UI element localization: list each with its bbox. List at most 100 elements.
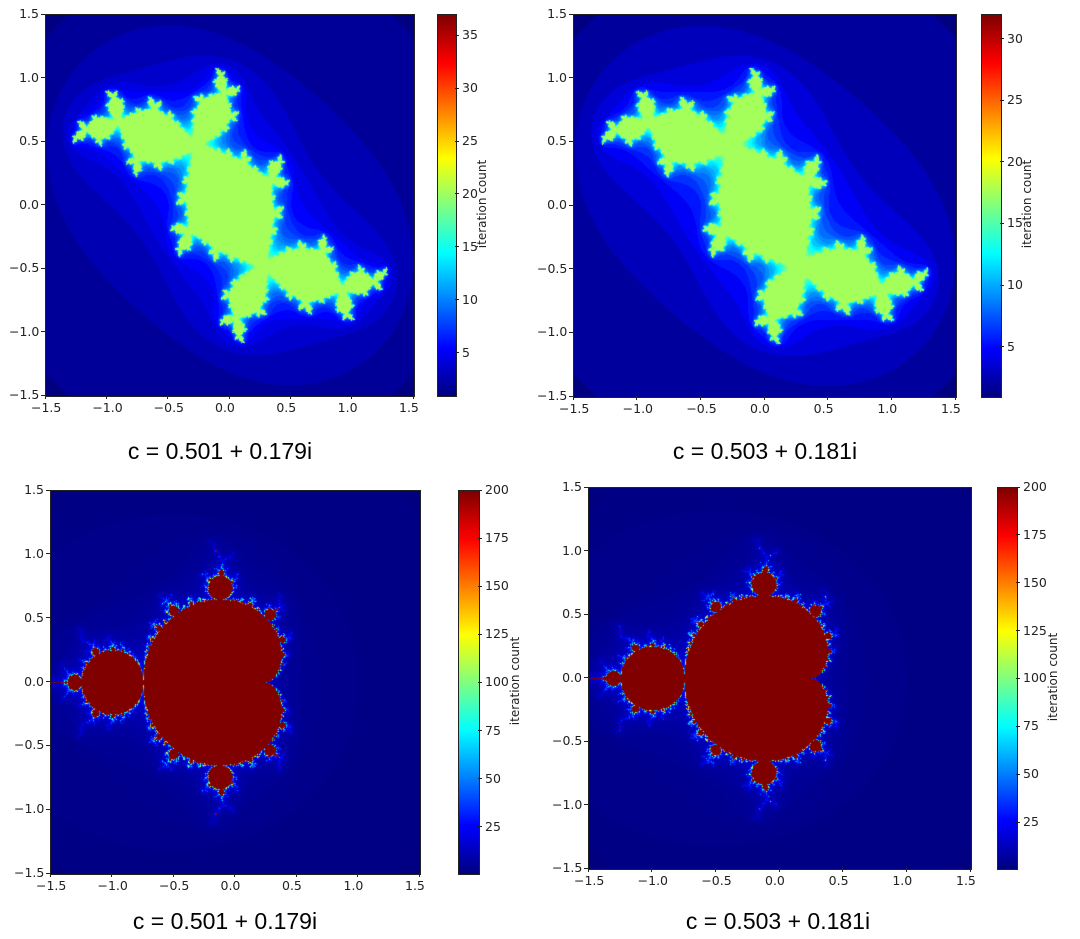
y-tick-mark: [569, 77, 573, 79]
y-tick-mark: [569, 140, 573, 142]
colorbar-tick-mark: [455, 246, 459, 248]
y-tick-mark: [584, 804, 588, 805]
heatmap-image: [588, 487, 972, 870]
colorbar-tick-label: 100: [1023, 670, 1047, 686]
y-tick-label: −1.5: [14, 865, 45, 880]
y-tick-label: −0.5: [9, 260, 40, 275]
y-tick-mark: [46, 681, 50, 682]
x-tick-label: −1.5: [31, 400, 62, 415]
x-tick-label: −1.0: [97, 878, 128, 893]
y-tick-label: 0.5: [19, 133, 39, 148]
colorbar-tick-mark: [1016, 630, 1020, 632]
x-tick-label: −0.5: [686, 401, 717, 416]
chart-panel-2: −1.5 −1.0 −0.5 0.0 0.5 1.0 1.5 −1.5 −1.0 −0.5 0.0 0…: [0, 0, 1034, 464]
x-tick-mark: [905, 868, 907, 872]
x-tick-mark: [827, 396, 829, 400]
colorbar-tick-label: 150: [1023, 574, 1047, 590]
heatmap-image: [573, 14, 957, 398]
x-tick-label: 1.0: [337, 400, 358, 415]
x-tick-mark: [357, 873, 358, 877]
y-tick-mark: [41, 267, 45, 269]
colorbar-tick-mark: [478, 489, 482, 491]
x-tick-mark: [778, 868, 780, 872]
colorbar-tick-label: 175: [1023, 526, 1047, 542]
y-tick-label: −1.0: [537, 324, 568, 340]
x-tick-label: 1.5: [956, 873, 976, 888]
x-tick-mark: [842, 868, 844, 872]
y-tick-label: −1.0: [552, 796, 583, 812]
y-tick-label: 1.5: [547, 6, 567, 21]
colorbar-tick-label: 100: [485, 674, 509, 690]
colorbar-tick-label: 30: [1007, 30, 1023, 46]
chart-title: c = 0.503 + 0.181i: [685, 908, 871, 934]
heatmap-image: [50, 490, 421, 875]
y-tick-mark: [569, 395, 573, 397]
y-tick-label: 0.5: [562, 606, 582, 621]
y-tick-label: −1.5: [9, 387, 40, 402]
x-tick-mark: [699, 396, 701, 400]
x-tick-label: −0.5: [153, 400, 185, 415]
y-tick-label: −1.0: [9, 323, 40, 339]
x-tick-mark: [651, 868, 653, 872]
chart-panel-3: −1.5 −1.0 −0.5 0.0 0.5 1.0 1.5 −1.5 −1.0 −0.5 0.0 0…: [0, 0, 522, 934]
colorbar-label: iteration count: [508, 636, 522, 725]
colorbar-tick-label: 20: [1007, 153, 1023, 169]
y-tick-label: −0.5: [537, 260, 568, 276]
x-tick-label: −0.5: [701, 873, 732, 888]
colorbar-tick-mark: [1016, 677, 1020, 679]
colorbar-tick-mark: [478, 585, 482, 587]
y-tick-mark: [584, 550, 588, 551]
y-tick-label: 1.0: [547, 69, 567, 85]
x-tick-label: 0.0: [750, 401, 770, 416]
colorbar-tick-label: 175: [485, 530, 509, 546]
x-tick-mark: [172, 873, 174, 877]
x-tick-label: 0.0: [220, 878, 241, 893]
x-tick-mark: [234, 873, 235, 877]
x-tick-mark: [295, 873, 297, 877]
x-tick-label: −1.0: [622, 401, 654, 416]
x-tick-label: −1.5: [559, 401, 590, 416]
y-tick-mark: [41, 77, 45, 78]
y-tick-label: 1.0: [24, 545, 44, 561]
y-tick-mark: [584, 740, 588, 742]
y-tick-mark: [569, 268, 573, 270]
colorbar-tick-mark: [455, 87, 459, 89]
colorbar-tick-mark: [1016, 486, 1020, 488]
colorbar-tick-mark: [1000, 346, 1004, 348]
x-tick-mark: [969, 868, 971, 872]
colorbar-tick-label: 25: [462, 133, 478, 148]
colorbar-tick-mark: [1016, 534, 1020, 536]
y-tick-label: 0.0: [19, 196, 39, 212]
y-tick-label: −0.5: [14, 737, 45, 753]
colorbar-tick-mark: [455, 34, 459, 36]
colorbar-tick-label: 30: [462, 80, 478, 96]
y-tick-mark: [41, 331, 45, 332]
x-tick-label: 1.0: [343, 878, 364, 893]
colorbar-tick-label: 150: [485, 578, 509, 594]
x-tick-label: −1.5: [36, 878, 67, 893]
y-tick-mark: [46, 872, 50, 874]
colorbar-tick-label: 10: [462, 291, 478, 307]
colorbar-tick-label: 125: [485, 626, 509, 642]
x-tick-mark: [167, 395, 169, 399]
x-tick-label: −1.0: [637, 873, 669, 888]
y-tick-mark: [46, 553, 50, 555]
x-tick-mark: [636, 396, 638, 400]
y-tick-label: −0.5: [552, 733, 583, 748]
colorbar-tick-label: 15: [462, 238, 478, 254]
colorbar-tick-label: 75: [485, 722, 501, 738]
y-tick-label: 1.0: [19, 69, 39, 85]
colorbar-tick-mark: [1016, 725, 1020, 727]
y-tick-label: −1.5: [537, 388, 568, 403]
y-tick-mark: [584, 677, 588, 678]
colorbar-tick-mark: [1016, 821, 1020, 823]
colorbar-tick-label: 35: [462, 27, 478, 43]
x-tick-label: 0.0: [765, 873, 785, 888]
chart-panel-4: −1.5 −1.0 −0.5 0.0 0.5 1.0 1.5 −1.5 −1.0 −0.5 0.0 0…: [0, 0, 1060, 934]
x-tick-label: 0.5: [276, 400, 297, 415]
x-tick-label: 1.0: [877, 401, 898, 416]
x-tick-mark: [954, 396, 956, 400]
y-tick-mark: [569, 204, 573, 206]
x-tick-label: 0.0: [215, 400, 235, 415]
y-tick-label: 0.5: [547, 133, 567, 149]
